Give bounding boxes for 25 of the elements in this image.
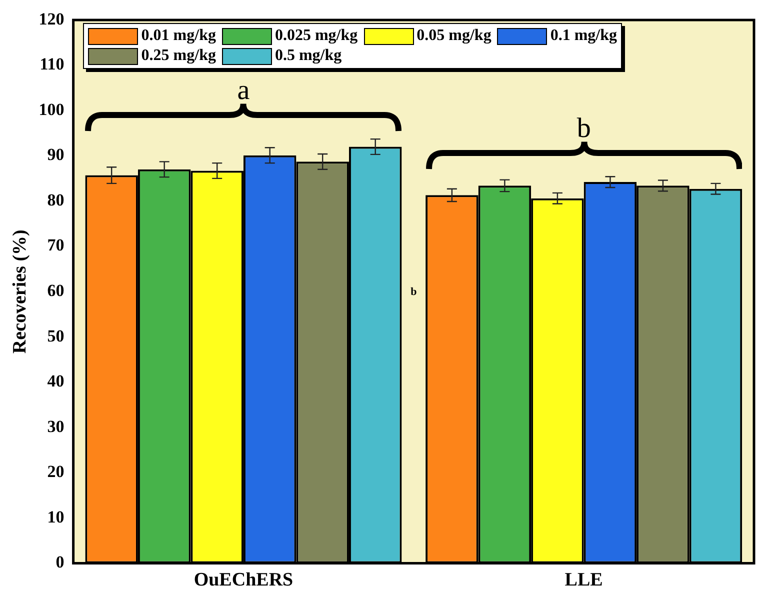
y-axis-title: Recoveries (%) bbox=[9, 230, 30, 354]
legend-label: 0.05 mg/kg bbox=[416, 27, 492, 45]
y-tick-label: 40 bbox=[47, 372, 64, 391]
y-tick-label: 100 bbox=[38, 100, 64, 119]
y-tick-label: 20 bbox=[47, 462, 64, 482]
y-tick-label: 90 bbox=[47, 145, 64, 164]
annotation: b bbox=[410, 286, 417, 298]
y-tick-label: 0 bbox=[56, 552, 64, 572]
annotation: b bbox=[576, 112, 591, 145]
x-tick-label: OuEChERS bbox=[194, 570, 294, 591]
legend-label: 0.1 mg/kg bbox=[550, 27, 617, 45]
y-tick-label: 80 bbox=[47, 190, 64, 210]
y-tick-label: 10 bbox=[47, 507, 64, 526]
y-tick-label: 70 bbox=[47, 236, 64, 255]
y-tick-label: 110 bbox=[40, 54, 64, 74]
y-tick-label: 120 bbox=[38, 9, 64, 28]
annotation: a bbox=[237, 75, 250, 108]
y-tick-label: 50 bbox=[47, 326, 64, 346]
legend-label: 0.025 mg/kg bbox=[274, 27, 358, 45]
legend-label: 0.5 mg/kg bbox=[274, 47, 342, 65]
y-tick-label: 30 bbox=[47, 416, 64, 436]
legend-label: 0.01 mg/kg bbox=[141, 27, 216, 45]
y-tick-label: 60 bbox=[47, 280, 64, 300]
x-tick-label: LLE bbox=[564, 570, 603, 591]
legend-label: 0.25 mg/kg bbox=[141, 47, 216, 65]
